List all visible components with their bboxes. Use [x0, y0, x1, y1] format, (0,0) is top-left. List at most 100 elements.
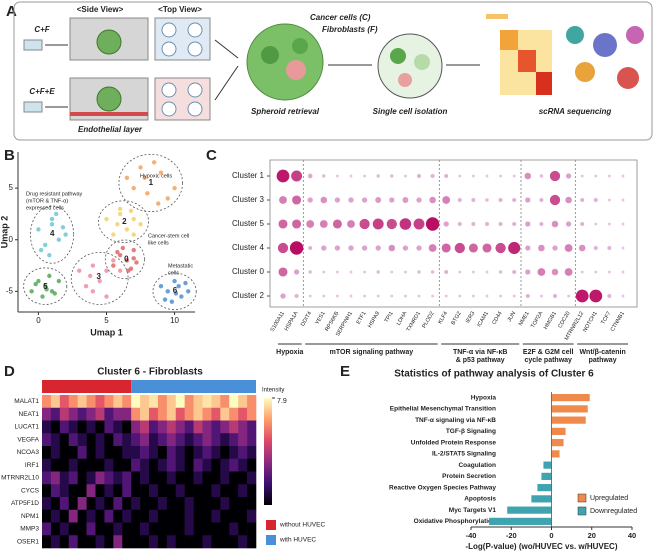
- group-label: cycle pathway: [524, 357, 572, 364]
- heat-cell: [131, 458, 141, 472]
- x-tick-label: -20: [506, 531, 517, 540]
- group-bar: [42, 380, 132, 393]
- point: [56, 237, 62, 242]
- heat-cell: [149, 395, 159, 409]
- heat-cell: [149, 484, 159, 498]
- heat-cell: [95, 446, 105, 460]
- dot: [498, 270, 503, 274]
- x-tick-label: 40: [628, 531, 636, 540]
- point: [142, 175, 147, 181]
- point: [77, 268, 82, 273]
- heat-cell: [149, 407, 159, 421]
- dot: [498, 221, 503, 227]
- dot: [471, 174, 475, 178]
- dot: [320, 196, 328, 204]
- point: [156, 201, 161, 206]
- heat-cell: [77, 535, 87, 549]
- point: [29, 289, 34, 294]
- heat-cell: [238, 471, 248, 485]
- dot: [363, 270, 367, 274]
- heat-cell: [202, 497, 212, 511]
- group-label: & p53 pathway: [456, 357, 505, 364]
- heat-cell: [184, 420, 194, 434]
- dot: [512, 174, 516, 178]
- heat-cell: [86, 509, 96, 523]
- heat-cell: [140, 433, 150, 447]
- heat-cell: [122, 497, 132, 511]
- heat-cell: [59, 433, 70, 447]
- heat-cell: [42, 509, 52, 523]
- dot: [375, 245, 381, 251]
- point: [97, 278, 102, 284]
- heat-cell: [131, 509, 141, 523]
- heat-cell: [77, 471, 87, 485]
- bar: [551, 394, 590, 402]
- heat-cell: [122, 484, 132, 498]
- dot: [292, 219, 302, 229]
- dot: [292, 195, 302, 205]
- heat-cell: [202, 407, 212, 421]
- heat-cell: [95, 509, 105, 523]
- bar: [543, 461, 552, 469]
- cluster-outline: [104, 239, 145, 280]
- dot: [471, 197, 476, 203]
- heat-cell: [184, 446, 194, 460]
- y-tick-label: -5: [6, 286, 14, 295]
- point: [90, 289, 96, 294]
- heat-cell: [193, 522, 203, 536]
- point: [138, 222, 143, 227]
- point: [83, 283, 89, 289]
- heat-cell: [229, 433, 239, 447]
- point: [33, 281, 38, 287]
- dot: [322, 294, 326, 298]
- dot: [549, 170, 561, 182]
- heat-cell: [149, 446, 159, 460]
- annotation: expressed cells: [26, 205, 64, 211]
- category-label: IL-2/STAT5 Signaling: [432, 451, 496, 458]
- dot: [565, 196, 572, 204]
- dot: [621, 174, 625, 178]
- cluster-label: 2: [122, 217, 127, 226]
- heat-cell: [50, 433, 61, 447]
- gene-label: CD44: [491, 311, 503, 326]
- dot: [457, 221, 462, 227]
- point: [49, 216, 55, 222]
- dot: [376, 294, 380, 298]
- heat-cell: [193, 471, 203, 485]
- bar: [541, 472, 552, 480]
- heat-cell: [247, 535, 257, 549]
- heat-cell: [193, 535, 203, 549]
- heat-cell: [229, 497, 239, 511]
- heat-cell: [157, 535, 168, 549]
- heat-cell: [42, 407, 52, 421]
- point: [56, 278, 62, 284]
- heat-scale: [486, 14, 508, 19]
- dot: [306, 220, 315, 228]
- point: [87, 273, 93, 279]
- point: [165, 289, 170, 294]
- dot: [417, 294, 421, 298]
- heat-cell: [86, 420, 96, 434]
- well: [187, 41, 203, 57]
- heat-cell: [238, 407, 248, 421]
- heat-cell: [247, 497, 257, 511]
- heat-cell: [68, 395, 78, 409]
- x-axis-label: Umap 1: [90, 327, 123, 337]
- point: [131, 232, 136, 237]
- point: [52, 291, 57, 296]
- dot: [321, 245, 327, 251]
- dot: [332, 219, 342, 229]
- well: [161, 41, 177, 57]
- heat-cell: [104, 509, 114, 523]
- dot: [403, 174, 407, 178]
- row-label: OSER1: [17, 538, 39, 545]
- dot: [607, 198, 611, 202]
- heat-cell: [149, 420, 159, 434]
- heat-cell: [229, 509, 239, 523]
- cell: [261, 46, 279, 64]
- point: [176, 283, 181, 289]
- dot: [621, 198, 625, 202]
- heat-cell: [113, 407, 123, 421]
- heat-cell: [211, 395, 221, 409]
- dot: [349, 270, 353, 274]
